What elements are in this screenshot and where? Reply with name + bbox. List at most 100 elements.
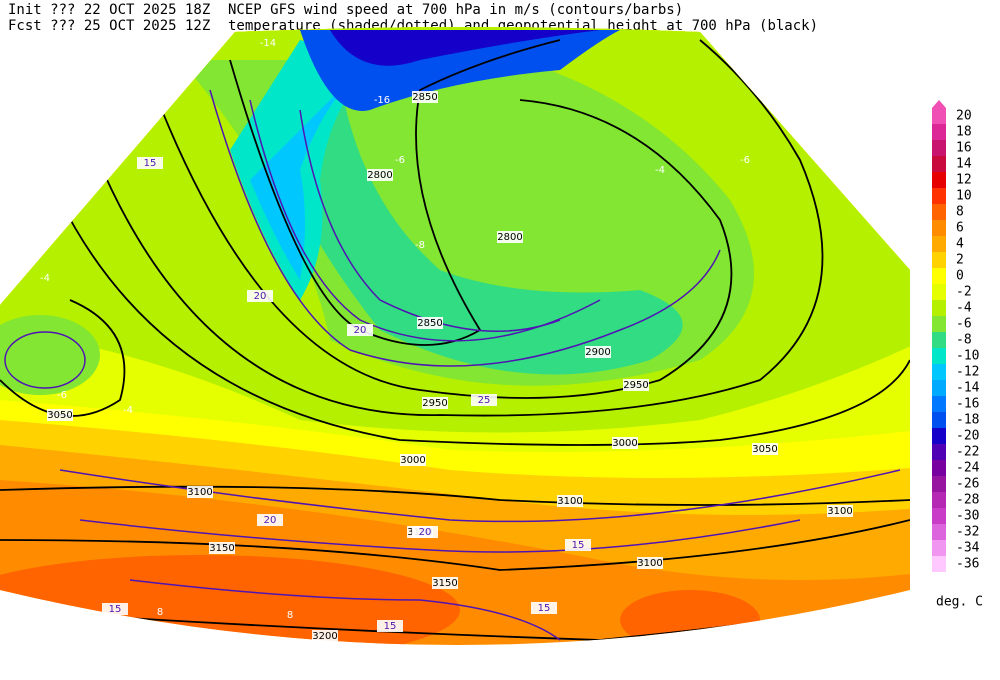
temp-label: -6 [740, 155, 750, 166]
colorbar-label: -24 [956, 461, 980, 476]
label-bg [531, 602, 557, 614]
colorbar-box [932, 316, 946, 332]
label-bg [623, 379, 649, 391]
colorbar-label: 6 [956, 221, 964, 236]
map-labels: 2850 2800 2800 2850 2900 2950 2950 3000 3000 3050… [40, 38, 853, 642]
height-label: 3050 [47, 410, 72, 421]
colorbar-label: 8 [956, 205, 964, 220]
colorbar-box [932, 492, 946, 508]
colorbar-label: -2 [956, 285, 972, 300]
label-bg [377, 620, 403, 632]
temp-label: -16 [374, 95, 390, 106]
colorbar-box [932, 204, 946, 220]
label-bg [432, 577, 458, 589]
colorbar-label: 18 [956, 125, 972, 140]
label-bg [102, 603, 128, 615]
temp-label: -4 [655, 165, 665, 176]
wind-label: 15 [572, 540, 585, 551]
colorbar-label: -34 [956, 541, 980, 556]
colorbar-box [932, 268, 946, 284]
colorbar-label: -6 [956, 317, 972, 332]
height-label: 3200 [312, 631, 337, 642]
label-bg [312, 630, 338, 642]
colorbar-label: 20 [956, 109, 972, 124]
wind-label: 20 [419, 527, 432, 538]
colorbar-label: -26 [956, 477, 979, 492]
height-label: 2900 [585, 347, 610, 358]
label-bg [367, 169, 393, 181]
colorbar-box [932, 300, 946, 316]
colorbar-label: -22 [956, 445, 979, 460]
colorbar-label: -28 [956, 493, 979, 508]
label-bg [752, 443, 778, 455]
colorbar-box [932, 252, 946, 268]
label-bg [137, 157, 163, 169]
colorbar-label: -14 [956, 381, 980, 396]
label-bg [400, 454, 426, 466]
colorbar-label: -16 [956, 397, 979, 412]
height-label: 3100 [187, 487, 212, 498]
height-label: 3100 [557, 496, 582, 507]
colorbar-arrow [932, 100, 946, 108]
temp-label: -4 [123, 405, 133, 416]
label-bg [612, 437, 638, 449]
colorbar-box [932, 348, 946, 364]
colorbar-box [932, 236, 946, 252]
colorbar-box [932, 380, 946, 396]
height-label: 3100 [827, 506, 852, 517]
temp-label: -6 [57, 390, 67, 401]
label-bg [471, 394, 497, 406]
height-label: 3150 [209, 543, 234, 554]
wind-label: 20 [354, 325, 367, 336]
height-label: 3050 [752, 444, 777, 455]
label-bg [422, 397, 448, 409]
colorbar-label: -12 [956, 365, 979, 380]
label-bg [347, 324, 373, 336]
height-label: 2850 [412, 92, 437, 103]
colorbar-label: 2 [956, 253, 964, 268]
colorbar-label: 12 [956, 173, 972, 188]
colorbar-box [932, 284, 946, 300]
height-label: 3100 [637, 558, 662, 569]
wind-label: 15 [384, 621, 397, 632]
label-bg [412, 91, 438, 103]
colorbar-box [932, 108, 946, 124]
colorbar-label: -20 [956, 429, 979, 444]
wind-label: 20 [264, 515, 277, 526]
colorbar-box [932, 476, 946, 492]
label-bg [47, 409, 73, 421]
height-label: 2950 [623, 380, 648, 391]
height-label: 2800 [367, 170, 392, 181]
temp-label: -6 [395, 155, 405, 166]
label-bg [187, 486, 213, 498]
height-label: 3150 [432, 578, 457, 589]
temp-label: 8 [157, 607, 163, 618]
colorbar-box [932, 156, 946, 172]
title-line-1: NCEP GFS wind speed at 700 hPa in m/s (c… [228, 2, 683, 18]
label-bg [497, 231, 523, 243]
label-bg [412, 526, 438, 538]
colorbar-label: -36 [956, 557, 979, 572]
label-bg [565, 539, 591, 551]
colorbar-label: -8 [956, 333, 972, 348]
colorbar-box [932, 172, 946, 188]
fcst-text: Fcst ??? 25 OCT 2025 12Z [8, 18, 210, 34]
colorbar-box [932, 460, 946, 476]
colorbar-label: -30 [956, 509, 979, 524]
temp-label: -8 [415, 240, 425, 251]
colorbar-box [932, 188, 946, 204]
wind-label: 20 [254, 291, 267, 302]
colorbar-box [932, 428, 946, 444]
colorbar-box [932, 556, 946, 572]
init-text: Init ??? 22 OCT 2025 18Z [8, 2, 210, 18]
colorbar-box [932, 396, 946, 412]
label-bg [557, 495, 583, 507]
colorbar-label: 14 [956, 157, 972, 172]
colorbar-box [932, 412, 946, 428]
colorbar-box [932, 140, 946, 156]
temp-label: 8 [287, 610, 293, 621]
height-label: 2800 [497, 232, 522, 243]
colorbar-box [932, 508, 946, 524]
colorbar-box [932, 220, 946, 236]
